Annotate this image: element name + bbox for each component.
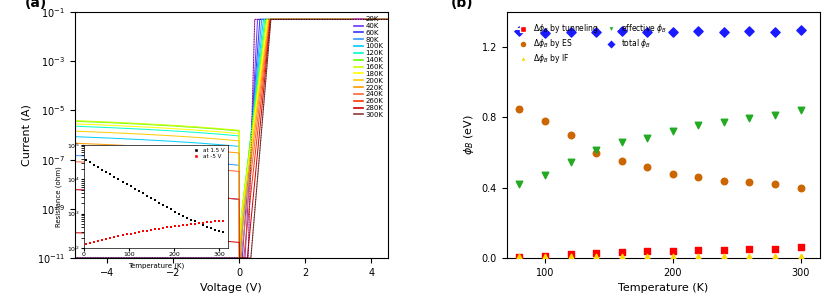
Point bbox=[767, 30, 781, 34]
Point bbox=[793, 254, 806, 259]
Point bbox=[691, 248, 704, 253]
Point bbox=[563, 133, 576, 137]
Point bbox=[793, 108, 806, 113]
Point bbox=[512, 255, 525, 260]
Legend: $\Delta\phi_B$ by tunneling, $\Delta\phi_B$ by ES, $\Delta\phi_B$ by IF, effecti: $\Delta\phi_B$ by tunneling, $\Delta\phi… bbox=[513, 21, 667, 67]
Point bbox=[742, 29, 755, 34]
Point bbox=[742, 180, 755, 185]
Point bbox=[742, 116, 755, 121]
Point bbox=[691, 175, 704, 180]
Text: (b): (b) bbox=[450, 0, 472, 10]
Point bbox=[512, 182, 525, 187]
Point bbox=[716, 119, 729, 124]
Point bbox=[589, 148, 602, 152]
Point bbox=[614, 159, 628, 164]
Point bbox=[716, 247, 729, 252]
Point bbox=[666, 249, 679, 254]
X-axis label: Temperature (K): Temperature (K) bbox=[617, 283, 707, 293]
Point bbox=[589, 150, 602, 155]
Point bbox=[767, 246, 781, 251]
Point bbox=[563, 160, 576, 165]
Point bbox=[640, 30, 653, 34]
Legend: 20K, 40K, 60K, 80K, 100K, 120K, 140K, 160K, 180K, 200K, 220K, 240K, 260K, 280K, : 20K, 40K, 60K, 80K, 100K, 120K, 140K, 16… bbox=[353, 16, 384, 118]
Point bbox=[538, 118, 551, 123]
Point bbox=[512, 106, 525, 111]
Point bbox=[538, 254, 551, 258]
Point bbox=[538, 31, 551, 35]
Point bbox=[640, 249, 653, 254]
Point bbox=[640, 255, 653, 260]
Point bbox=[793, 185, 806, 190]
Point bbox=[716, 255, 729, 260]
Point bbox=[716, 30, 729, 34]
Point bbox=[767, 112, 781, 117]
Point bbox=[666, 171, 679, 176]
Y-axis label: Current (A): Current (A) bbox=[21, 104, 31, 166]
Point bbox=[640, 164, 653, 169]
Point bbox=[589, 255, 602, 260]
Point bbox=[742, 254, 755, 259]
Point bbox=[563, 252, 576, 256]
Point bbox=[793, 27, 806, 32]
Point bbox=[691, 255, 704, 260]
Point bbox=[563, 30, 576, 34]
Point bbox=[666, 30, 679, 34]
Point bbox=[691, 123, 704, 128]
Point bbox=[640, 135, 653, 140]
Point bbox=[614, 250, 628, 254]
Point bbox=[691, 29, 704, 34]
Point bbox=[563, 255, 576, 260]
Text: (a): (a) bbox=[24, 0, 46, 10]
Point bbox=[767, 254, 781, 259]
Point bbox=[716, 178, 729, 183]
Point bbox=[767, 182, 781, 187]
Point bbox=[512, 255, 525, 260]
Point bbox=[614, 140, 628, 144]
X-axis label: Voltage (V): Voltage (V) bbox=[200, 283, 261, 293]
Point bbox=[666, 255, 679, 260]
Point bbox=[666, 128, 679, 133]
Point bbox=[589, 30, 602, 34]
Point bbox=[589, 250, 602, 255]
Point bbox=[538, 173, 551, 178]
Point bbox=[793, 245, 806, 250]
Point bbox=[614, 29, 628, 34]
Point bbox=[512, 29, 525, 34]
Point bbox=[742, 247, 755, 252]
Y-axis label: $\phi_B$ (eV): $\phi_B$ (eV) bbox=[461, 115, 476, 155]
Point bbox=[614, 255, 628, 260]
Point bbox=[538, 255, 551, 260]
